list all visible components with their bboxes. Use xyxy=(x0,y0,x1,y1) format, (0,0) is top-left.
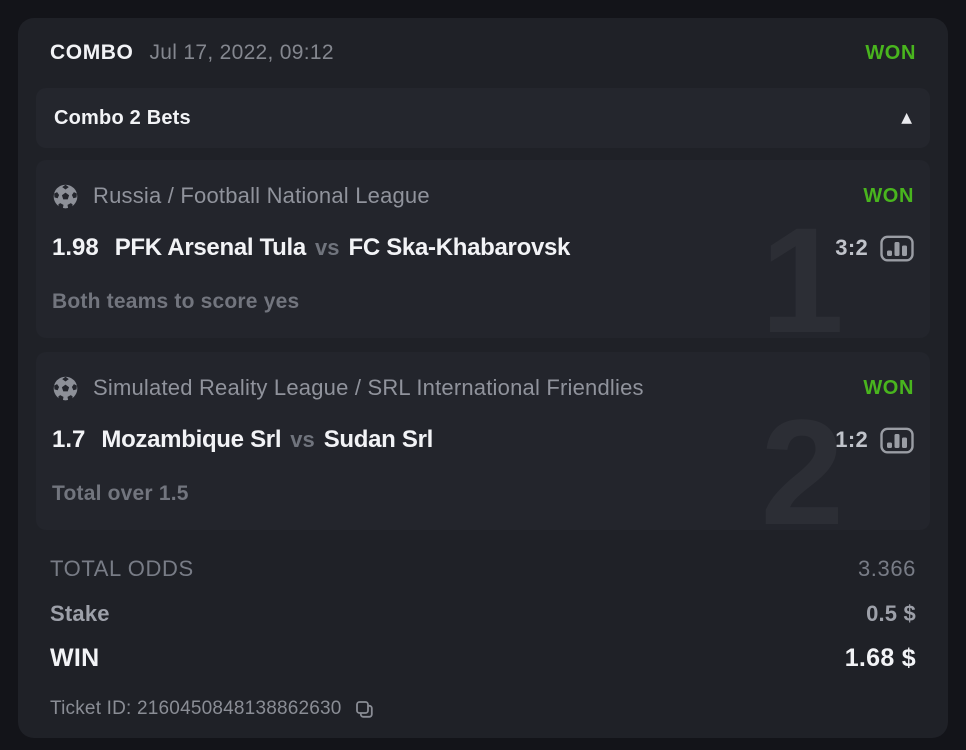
ticket-header: COMBO Jul 17, 2022, 09:12 WON xyxy=(36,18,930,88)
home-team: PFK Arsenal Tula xyxy=(114,234,307,261)
combo-bar-label: Combo 2 Bets xyxy=(54,106,191,129)
home-team: Mozambique Srl xyxy=(101,426,282,453)
stake-label: Stake xyxy=(50,600,110,626)
match-score: 1:2 xyxy=(835,427,868,452)
league-row: Russia / Football National League WON xyxy=(52,180,914,212)
bar-chart-icon xyxy=(880,235,914,261)
ticket-id: Ticket ID: 2160450848138862630 xyxy=(50,698,342,719)
total-odds-label: TOTAL ODDS xyxy=(50,555,194,581)
match-row: 1.98 PFK Arsenal Tula vs FC Ska-Khabarov… xyxy=(52,232,914,264)
copy-ticket-id-button[interactable] xyxy=(354,699,375,720)
total-odds-value: 3.366 xyxy=(857,555,916,581)
bet-type-label: COMBO xyxy=(50,41,134,64)
combo-collapse-bar[interactable]: Combo 2 Bets ▲ xyxy=(36,88,930,148)
match-score: 3:2 xyxy=(835,235,868,260)
win-row: WIN 1.68 $ xyxy=(50,636,916,681)
leg-odds: 1.98 xyxy=(52,234,99,261)
market-selection: Total over 1.5 xyxy=(52,482,189,505)
ticket-summary: TOTAL ODDS 3.366 Stake 0.5 $ WIN 1.68 $ … xyxy=(36,544,930,737)
ticket-date: Jul 17, 2022, 09:12 xyxy=(149,41,334,64)
bar-chart-icon xyxy=(880,427,914,453)
stake-value: 0.5 $ xyxy=(866,600,916,626)
ticket-status-badge: WON xyxy=(865,41,916,64)
win-value: 1.68 $ xyxy=(844,644,916,672)
match-stats-button[interactable] xyxy=(880,235,914,262)
chevron-up-icon: ▲ xyxy=(901,110,912,126)
ticket-id-row: Ticket ID: 2160450848138862630 xyxy=(50,681,916,737)
match-stats-button[interactable] xyxy=(880,427,914,454)
win-label: WIN xyxy=(50,644,100,672)
league-name: Simulated Reality League / SRL Internati… xyxy=(93,375,644,400)
market-selection: Both teams to score yes xyxy=(52,290,300,313)
away-team: FC Ska-Khabarovsk xyxy=(348,234,571,261)
leg-odds: 1.7 xyxy=(52,426,86,453)
bet-leg-card-2: 2 Simulated Reality League / SRL Interna… xyxy=(36,352,930,530)
vs-label: vs xyxy=(290,427,315,452)
soccer-ball-icon xyxy=(52,183,79,210)
stake-row: Stake 0.5 $ xyxy=(50,591,916,636)
bet-leg-card-1: 1 Russia / Football National League WON … xyxy=(36,160,930,338)
league-name: Russia / Football National League xyxy=(93,183,430,208)
away-team: Sudan Srl xyxy=(323,426,434,453)
vs-label: vs xyxy=(314,235,340,260)
copy-icon xyxy=(355,700,373,718)
bet-ticket-card: COMBO Jul 17, 2022, 09:12 WON Combo 2 Be… xyxy=(18,18,948,738)
match-row: 1.7 Mozambique Srl vs Sudan Srl 1:2 xyxy=(52,424,914,456)
soccer-ball-icon xyxy=(52,375,79,402)
leg-status-badge: WON xyxy=(863,376,914,399)
leg-status-badge: WON xyxy=(863,184,914,207)
league-row: Simulated Reality League / SRL Internati… xyxy=(52,372,914,404)
total-odds-row: TOTAL ODDS 3.366 xyxy=(50,546,916,591)
